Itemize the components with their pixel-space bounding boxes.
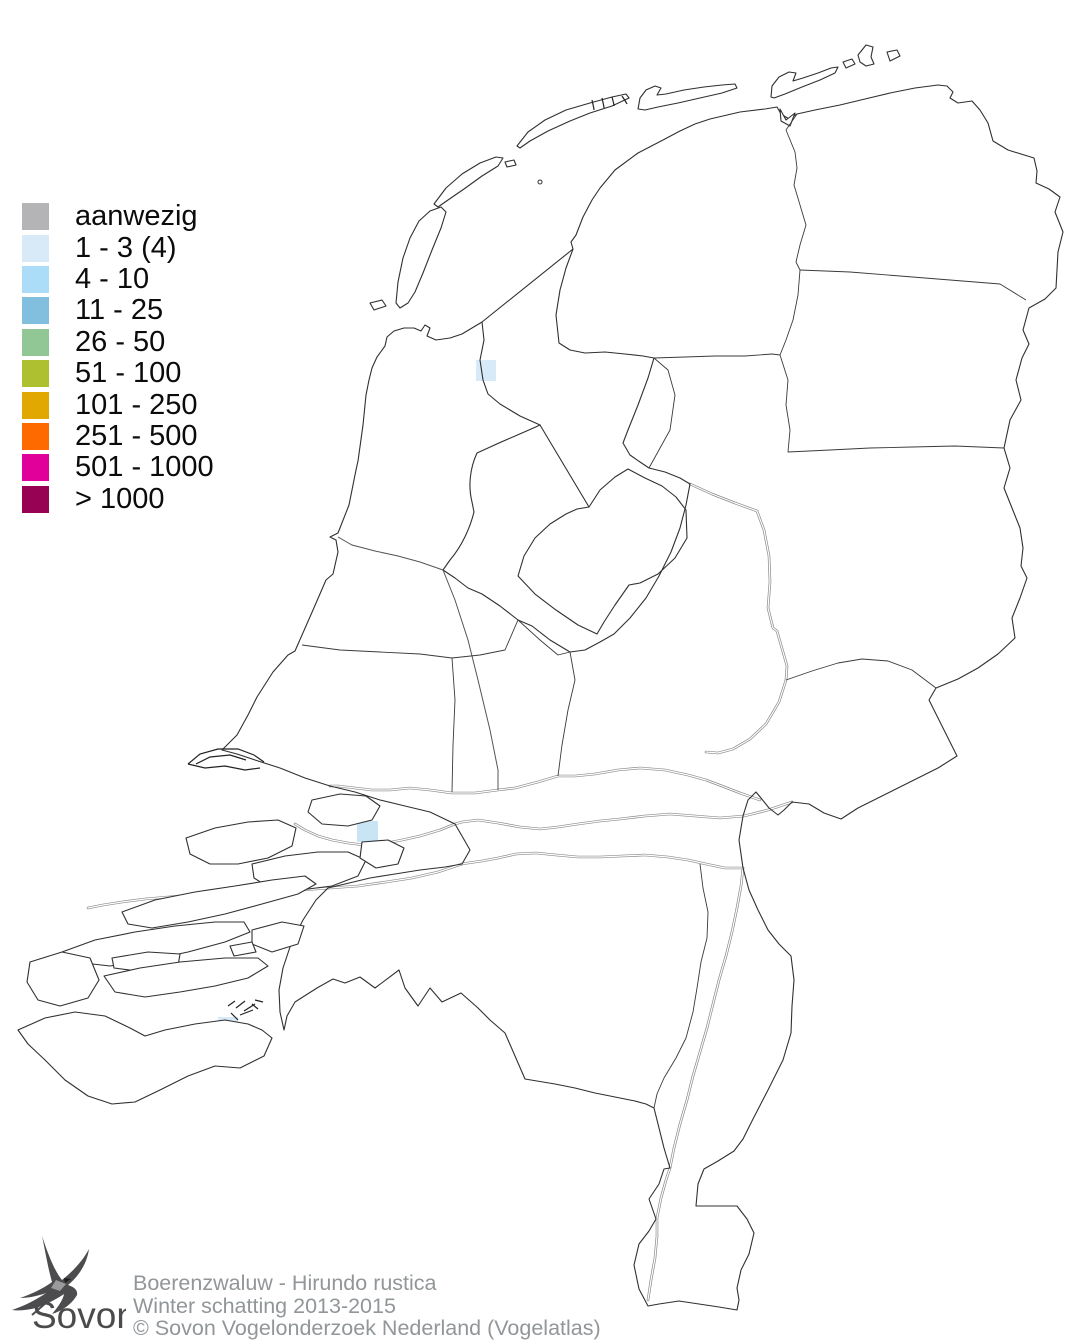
legend-label: 11 - 25 xyxy=(75,294,164,327)
legend-swatch-11-25 xyxy=(22,297,49,325)
legend-swatch-26-50 xyxy=(22,328,49,356)
border-drenthe-overijssel xyxy=(779,354,1005,453)
europoort-harbor-marks xyxy=(187,748,265,771)
netherlands-mainland-outline xyxy=(221,84,1064,1311)
island-schiermonnikoog xyxy=(770,66,839,99)
river-maas-brabant xyxy=(460,851,745,870)
islet-griend xyxy=(537,179,543,185)
legend-label: 26 - 50 xyxy=(75,325,166,358)
river-ijssel-core xyxy=(689,483,788,754)
river-maas-brabant-core xyxy=(461,852,744,869)
houtribdijk xyxy=(539,424,590,508)
legend-row: 26 - 50 xyxy=(22,325,214,358)
amsterdam-rijnkanaal xyxy=(442,569,499,790)
legend-swatch-aanwezig xyxy=(22,203,49,231)
legend-row: 11 - 25 xyxy=(22,294,214,327)
legend-swatch-501-1000 xyxy=(22,454,49,482)
rivers-layer xyxy=(86,482,794,1302)
island-terschelling xyxy=(516,93,630,149)
border-eemmeer xyxy=(517,619,571,656)
legend-label: 501 - 1000 xyxy=(75,451,214,484)
border-brabant-limburg xyxy=(653,863,709,1109)
island-dordrecht xyxy=(359,839,405,869)
island-ameland xyxy=(637,83,738,111)
legend-swatch-gt-1000 xyxy=(22,485,49,513)
island-rottum-3 xyxy=(886,49,901,62)
noord-holland-east-coast xyxy=(479,321,541,426)
terneuzen-canal-marks xyxy=(227,999,264,1021)
legend-row: 51 - 100 xyxy=(22,357,214,390)
legend-row: > 1000 xyxy=(22,482,214,515)
island-richel xyxy=(504,159,517,168)
legend-swatch-51-100 xyxy=(22,360,49,388)
border-utrecht-gelderland xyxy=(557,651,576,777)
border-friesland-south xyxy=(653,269,801,359)
island-goeree-overflakkee xyxy=(121,875,317,929)
river-nederrijn-lek-core xyxy=(329,767,761,801)
legend-row: aanwezig xyxy=(22,200,214,233)
legend-swatch-251-500 xyxy=(22,422,49,450)
border-overijssel-gelderland-east xyxy=(785,658,937,689)
flevoland-outline xyxy=(517,468,688,635)
border-utrecht-zuidholland xyxy=(451,657,456,793)
legend-label: 51 - 100 xyxy=(75,357,182,390)
legend-label: 1 - 3 (4) xyxy=(75,231,177,264)
caption-survey: Winter schatting 2013-2015 xyxy=(133,1293,396,1318)
legend-row: 4 - 10 xyxy=(22,262,214,295)
island-sint-philipsland xyxy=(229,941,257,957)
hoorn-bight-coast xyxy=(442,424,541,571)
caption-copyright: © Sovon Vogelonderzoek Nederland (Vogela… xyxy=(133,1316,601,1340)
province-borders-layer xyxy=(301,113,1027,1109)
border-noordoostpolder-east xyxy=(648,357,676,469)
river-maas-limburg-core xyxy=(647,867,744,1301)
legend-row: 101 - 250 xyxy=(22,388,214,421)
island-rottum-2 xyxy=(857,44,875,67)
coastline-layer xyxy=(17,44,1064,1311)
map-legend: aanwezig 1 - 3 (4) 4 - 10 11 - 25 26 - 5… xyxy=(22,200,214,515)
island-voorne-putten xyxy=(185,819,297,865)
map-caption: Boerenzwaluw - Hirundo rustica Winter sc… xyxy=(133,1272,601,1340)
caption-species: Boerenzwaluw - Hirundo rustica xyxy=(133,1271,437,1295)
river-maas-limburg xyxy=(646,866,745,1302)
island-schouwen-duiveland xyxy=(61,921,251,967)
legend-row: 251 - 500 xyxy=(22,419,214,452)
island-ijsselmonde xyxy=(307,793,381,827)
legend-label: 101 - 250 xyxy=(75,388,198,421)
observation-square xyxy=(357,821,378,842)
legend-label: > 1000 xyxy=(75,482,165,515)
legend-swatch-101-250 xyxy=(22,391,49,419)
island-tholen xyxy=(251,921,305,953)
legend-label: 251 - 500 xyxy=(75,419,198,452)
border-utrecht-noordholland xyxy=(451,619,519,659)
legend-swatch-4-10 xyxy=(22,265,49,293)
island-rottum-1 xyxy=(842,58,856,69)
legend-label: 4 - 10 xyxy=(75,262,150,295)
border-friesland-groningen xyxy=(785,113,807,271)
island-zuid-beveland xyxy=(103,957,269,998)
border-groningen-drenthe xyxy=(799,269,1027,301)
legend-row: 501 - 1000 xyxy=(22,451,214,484)
sovon-logo-text: Sovon xyxy=(32,1295,126,1334)
swallow-icon xyxy=(12,1236,89,1316)
zeeuws-vlaanderen xyxy=(17,1011,273,1105)
veluwe-randmeren-coast xyxy=(442,483,691,653)
friesland-ijsselmeer-coast xyxy=(555,248,655,359)
river-waal-merwede-core xyxy=(294,801,793,846)
noordoostpolder-coast xyxy=(622,357,691,485)
legend-label: aanwezig xyxy=(75,200,198,233)
border-noordholland-zuidholland xyxy=(301,644,453,659)
river-nederrijn-lek xyxy=(328,766,762,802)
island-noorderhaaks xyxy=(369,299,387,311)
island-walcheren xyxy=(26,951,100,1007)
terschelling-dune-marks xyxy=(591,95,628,111)
observation-square xyxy=(476,360,496,381)
sovon-logo: Sovon xyxy=(8,1232,137,1339)
island-texel xyxy=(395,206,447,309)
island-vlieland xyxy=(433,156,504,208)
legend-row: 1 - 3 (4) xyxy=(22,231,214,264)
noordzeekanaal xyxy=(337,536,444,571)
legend-swatch-1-3 xyxy=(22,234,49,262)
